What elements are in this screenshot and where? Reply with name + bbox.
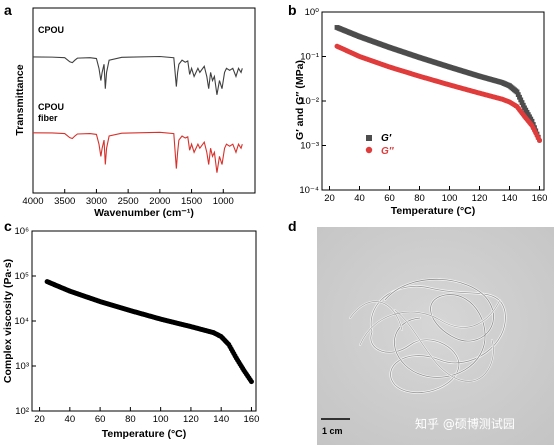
x-tick-label: 2000	[149, 196, 170, 207]
data-point	[514, 89, 520, 95]
x-tick-label: 120	[183, 414, 199, 425]
series-label-cpou-fiber-line1: CPOU	[38, 102, 64, 112]
ftir-chart: 4000 3500 3000 2500 2000 1500 1000 CPOU CPOU f…	[14, 7, 256, 219]
series-label-cpou-fiber-line2: fiber	[38, 113, 58, 123]
x-tick-label: 80	[414, 193, 425, 204]
y-axis-label: Complex viscosity (Pa·s)	[2, 259, 14, 383]
legend-marker-g-prime	[366, 135, 372, 141]
plot-frame	[31, 230, 257, 412]
panel-label-c: c	[4, 218, 12, 234]
y-axis-label: G′ and G″ (MPa)	[294, 60, 306, 140]
modulus-chart: 20 40 60 80 100 120 140 16010⁻⁴10⁻³10⁻²10⁻¹10⁰ …	[294, 7, 547, 217]
data-point	[529, 118, 535, 124]
plot-frame	[32, 7, 256, 194]
y-tick-label: 10⁻²	[300, 96, 319, 107]
data-point	[519, 100, 525, 105]
data-point	[248, 379, 254, 385]
x-tick-label: 3000	[86, 196, 107, 207]
data-point	[520, 102, 526, 108]
x-tick-label: 100	[153, 414, 169, 425]
scale-bar-label: 1 cm	[322, 426, 343, 436]
data-point	[517, 94, 522, 100]
y-tick-label: 10⁻³	[300, 141, 319, 152]
series-line-cpou-fiber	[32, 131, 243, 173]
x-tick-label: 2500	[118, 196, 139, 207]
fiber-bundle	[349, 278, 507, 394]
x-tick-label: 60	[384, 193, 395, 204]
legend-label-g-prime: G′	[381, 133, 392, 144]
data-point	[518, 97, 524, 103]
watermark: 知乎 @硕博测试园	[415, 416, 515, 431]
x-tick-label: 20	[34, 414, 45, 425]
legend-marker-g-double-prime	[365, 146, 373, 154]
y-tick-label: 10⁵	[14, 271, 29, 282]
y-tick-label: 10⁻⁴	[299, 185, 319, 196]
x-tick-label: 100	[442, 193, 458, 204]
series-line-cpou	[32, 55, 243, 95]
legend-label-g-double-prime: G″	[381, 146, 395, 157]
photo-background	[317, 227, 554, 445]
y-tick-label: 10⁶	[15, 226, 30, 237]
x-tick-label: 140	[213, 414, 229, 425]
x-tick-label: 3500	[54, 196, 75, 207]
x-tick-label: 1500	[181, 196, 202, 207]
x-tick-label: 4000	[22, 196, 43, 207]
x-tick-label: 160	[244, 414, 260, 425]
x-axis-label: Temperature (°C)	[102, 428, 187, 440]
series-complex-viscosity	[44, 279, 254, 385]
y-tick-label: 10⁻¹	[300, 52, 319, 63]
x-tick-label: 40	[65, 414, 76, 425]
data-point	[515, 92, 521, 97]
fiber-photo: 1 cm 知乎 @硕博测试园	[317, 227, 554, 445]
x-tick-label: 120	[472, 193, 488, 204]
x-tick-label: 40	[354, 193, 365, 204]
y-tick-label: 10³	[15, 361, 29, 372]
panel-label-b: b	[288, 2, 297, 18]
series-label-cpou: CPOU	[38, 25, 64, 35]
x-tick-label: 20	[324, 193, 335, 204]
panel-label-a: a	[4, 2, 12, 18]
x-axis-label: Wavenumber (cm⁻¹)	[94, 207, 194, 219]
series-g-prime	[334, 25, 542, 143]
x-tick-label: 160	[532, 193, 548, 204]
x-tick-label: 1000	[213, 196, 234, 207]
y-tick-label: 10⁰	[305, 7, 320, 18]
x-tick-label: 140	[502, 193, 518, 204]
y-tick-label: 10²	[15, 406, 29, 417]
x-tick-label: 60	[95, 414, 106, 425]
viscosity-chart: 20 40 60 80 100 120 140 160 10² 10³ 10⁴ 10⁵ 10⁶ Temp…	[2, 226, 259, 440]
data-point	[537, 137, 542, 143]
x-axis-label: Temperature (°C)	[391, 205, 476, 217]
x-tick-label: 80	[125, 414, 136, 425]
y-tick-label: 10⁴	[14, 316, 29, 327]
y-axis-label: Transmittance	[14, 64, 26, 135]
series-g-double-prime	[334, 43, 542, 143]
panel-label-d: d	[288, 218, 297, 234]
